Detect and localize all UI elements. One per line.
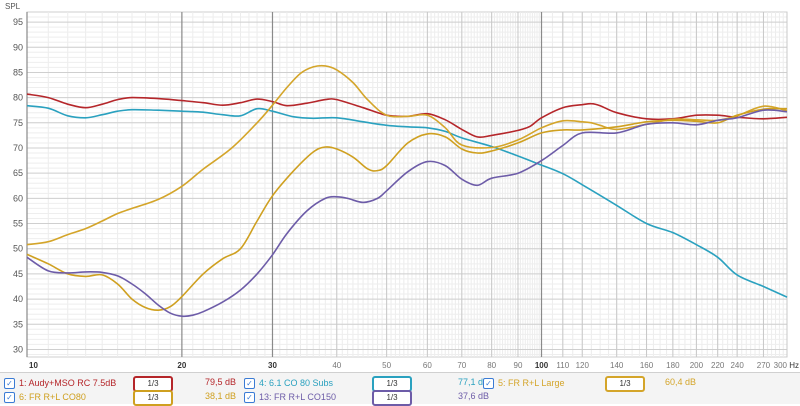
x-tick-label: 90 <box>514 361 523 370</box>
y-tick-label: 55 <box>13 219 23 229</box>
y-tick-label: 60 <box>13 193 23 203</box>
x-tick-label: 80 <box>487 361 496 370</box>
chart-area[interactable]: 30 35 40 45 50 55 60 65 70 75 80 85 90 95 10 20 30 40 50 60… <box>0 0 800 372</box>
legend-series-name: 13: FR R+L CO150 <box>259 392 336 402</box>
legend-panel: ✓ 1: Audy+MSO RC 7.5dB 1/3 79,5 dB ✓ 4: 6.1 C… <box>0 372 800 406</box>
x-tick-label: 140 <box>610 361 624 370</box>
y-axis-label: SPL <box>5 2 21 11</box>
legend-level-value: 37,6 dB <box>458 391 490 401</box>
checkbox-icon[interactable]: ✓ <box>244 377 255 389</box>
x-tick-label: 60 <box>423 361 432 370</box>
smoothing-button[interactable]: 1/3 <box>372 376 412 392</box>
x-axis-unit: Hz <box>789 361 799 370</box>
legend-series-name: 6: FR R+L CO80 <box>19 392 86 402</box>
y-tick-label: 45 <box>13 269 23 279</box>
legend-item-1[interactable]: ✓ 1: Audy+MSO RC 7.5dB <box>4 376 116 390</box>
y-tick-label: 40 <box>13 294 23 304</box>
series-group <box>26 64 788 318</box>
legend-item-5[interactable]: ✓ 13: FR R+L CO150 <box>244 390 336 404</box>
legend-series-name: 5: FR R+L Large <box>498 378 565 388</box>
legend-level-value: 77,1 dB <box>458 377 490 387</box>
spl-chart: 30 35 40 45 50 55 60 65 70 75 80 85 90 95 10 20 30 40 50 60… <box>5 2 799 370</box>
smoothing-button[interactable]: 1/3 <box>605 376 645 392</box>
x-tick-label: 200 <box>690 361 704 370</box>
x-tick-label: 300 <box>774 361 788 370</box>
x-tick-label: 110 <box>556 361 569 370</box>
legend-series-name: 1: Audy+MSO RC 7.5dB <box>19 378 117 388</box>
x-tick-label: 120 <box>576 361 590 370</box>
x-tick-label: 270 <box>757 361 771 370</box>
x-tick-label: 30 <box>268 361 277 370</box>
legend-level-value: 38,1 dB <box>205 391 237 401</box>
smoothing-button[interactable]: 1/3 <box>372 390 412 406</box>
y-tick-label: 80 <box>13 93 23 103</box>
x-tick-label: 70 <box>457 361 466 370</box>
series-line-4 <box>26 107 788 312</box>
x-tick-label: 220 <box>711 361 725 370</box>
legend-level-value: 60,4 dB <box>665 377 697 387</box>
series-line-2 <box>26 104 788 298</box>
x-tick-label: 50 <box>382 361 391 370</box>
x-tick-label: 240 <box>730 361 744 370</box>
y-tick-label: 90 <box>13 42 23 52</box>
checkbox-icon[interactable]: ✓ <box>483 377 494 389</box>
y-tick-label: 35 <box>13 319 23 329</box>
y-tick-label: 50 <box>13 244 23 254</box>
y-tick-label: 75 <box>13 118 23 128</box>
y-tick-label: 65 <box>13 168 23 178</box>
y-tick-label: 30 <box>13 344 23 354</box>
x-tick-label: 20 <box>177 361 186 370</box>
y-tick-label: 95 <box>13 17 23 27</box>
checkbox-icon[interactable]: ✓ <box>4 377 15 389</box>
legend-level-value: 79,5 dB <box>205 377 237 387</box>
x-tick-label: 180 <box>666 361 680 370</box>
smoothing-button[interactable]: 1/3 <box>133 390 173 406</box>
y-tick-label: 85 <box>13 67 23 77</box>
series-line-3 <box>26 64 788 246</box>
legend-series-name: 4: 6.1 CO 80 Subs <box>259 378 334 388</box>
checkbox-icon[interactable]: ✓ <box>244 391 255 403</box>
x-tick-label: 10 <box>29 361 38 370</box>
legend-item-3[interactable]: ✓ 5: FR R+L Large <box>483 376 564 390</box>
x-tick-label: 160 <box>640 361 654 370</box>
x-tick-label: 100 <box>535 361 549 370</box>
series-line-5 <box>26 109 788 318</box>
legend-item-4[interactable]: ✓ 6: FR R+L CO80 <box>4 390 86 404</box>
checkbox-icon[interactable]: ✓ <box>4 391 15 403</box>
x-tick-label: 40 <box>332 361 341 370</box>
legend-item-2[interactable]: ✓ 4: 6.1 CO 80 Subs <box>244 376 333 390</box>
y-tick-label: 70 <box>13 143 23 153</box>
